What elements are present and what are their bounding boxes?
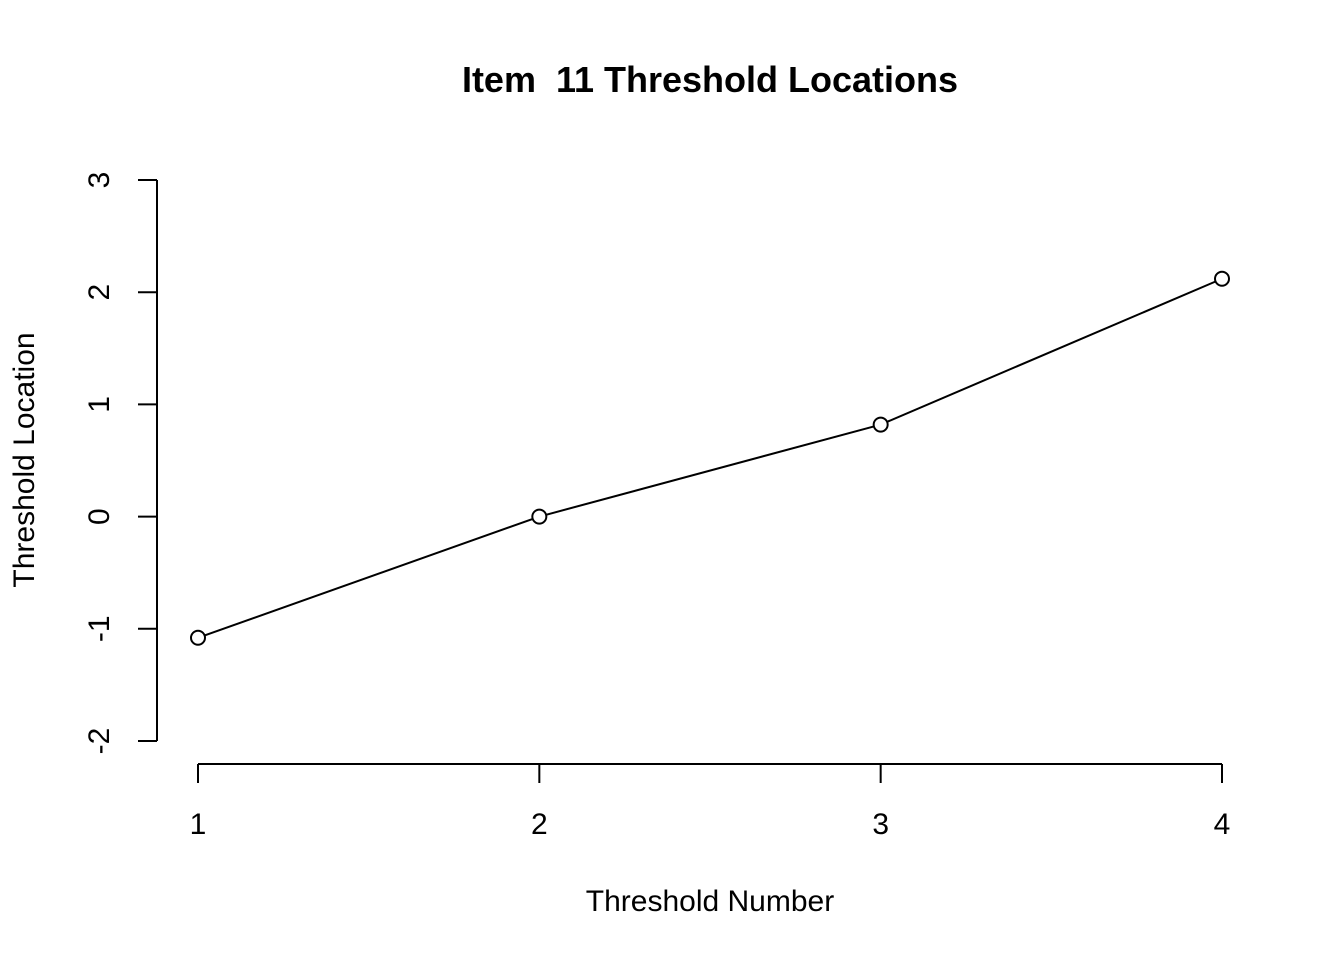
y-tick-label: 3	[83, 172, 116, 189]
y-tick-label: 1	[83, 396, 116, 413]
data-point	[872, 416, 889, 433]
data-point	[190, 629, 206, 646]
x-axis-label: Threshold Number	[586, 885, 834, 918]
x-tick-label: 4	[1214, 808, 1231, 841]
series-threshold-locations	[190, 270, 1230, 646]
y-tick-label: -2	[83, 728, 116, 755]
x-tick-label: 3	[872, 808, 889, 841]
y-tick-label: -1	[83, 615, 116, 642]
x-tick-label: 2	[531, 808, 548, 841]
y-axis: -2 -1 0 1 2 3	[83, 172, 158, 755]
chart-title: Item 11 Threshold Locations	[462, 59, 958, 100]
y-tick-label: 2	[83, 284, 116, 301]
series-segment	[545, 425, 875, 516]
series-segment	[204, 517, 534, 637]
x-axis: 1 2 3 4	[190, 763, 1231, 841]
series-segment	[886, 280, 1216, 423]
x-tick-label: 1	[190, 808, 207, 841]
data-point	[1214, 270, 1230, 287]
y-tick-label: 0	[83, 508, 116, 525]
y-axis-label: Threshold Location	[8, 332, 41, 587]
data-point	[531, 508, 548, 525]
